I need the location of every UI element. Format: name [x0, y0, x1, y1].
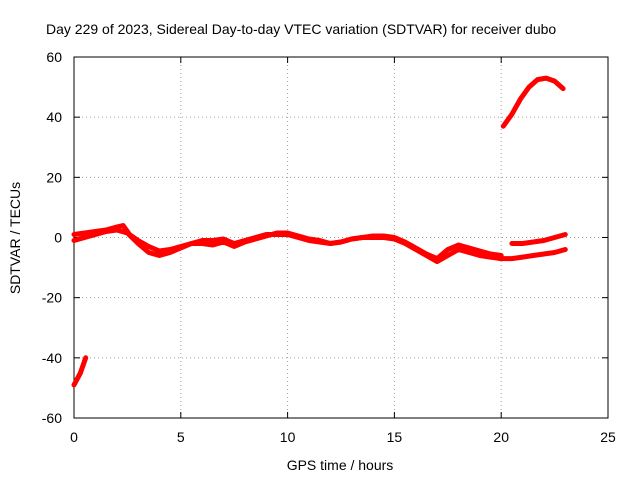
x-tick-label: 10 — [280, 429, 296, 445]
x-tick-labels: 0 5 10 15 20 25 — [70, 429, 616, 445]
x-tick-label: 25 — [600, 429, 616, 445]
y-tick-label: -40 — [42, 350, 62, 366]
x-tick-label: 20 — [493, 429, 509, 445]
grid-lines — [74, 57, 608, 418]
y-tick-label: 40 — [46, 109, 62, 125]
series-late-tail — [509, 232, 568, 246]
y-axis-label: SDTVAR / TECUs — [7, 182, 23, 294]
chart-title: Day 229 of 2023, Sidereal Day-to-day VTE… — [46, 21, 556, 37]
y-tick-label: -60 — [42, 410, 62, 426]
y-tick-label: 0 — [54, 230, 62, 246]
x-axis-label: GPS time / hours — [287, 457, 394, 473]
y-tick-label: 60 — [46, 49, 62, 65]
axis-ticks — [73, 56, 609, 419]
x-tick-label: 0 — [70, 429, 78, 445]
x-tick-label: 15 — [387, 429, 403, 445]
series-early-segment — [71, 355, 89, 388]
x-tick-label: 5 — [177, 429, 185, 445]
series-main-band-b — [71, 227, 504, 262]
series-late-arc — [500, 75, 566, 129]
y-tick-label: 20 — [46, 169, 62, 185]
data-series — [71, 75, 568, 388]
y-tick-labels: -60 -40 -20 0 20 40 60 — [42, 49, 62, 426]
y-tick-label: -20 — [42, 290, 62, 306]
